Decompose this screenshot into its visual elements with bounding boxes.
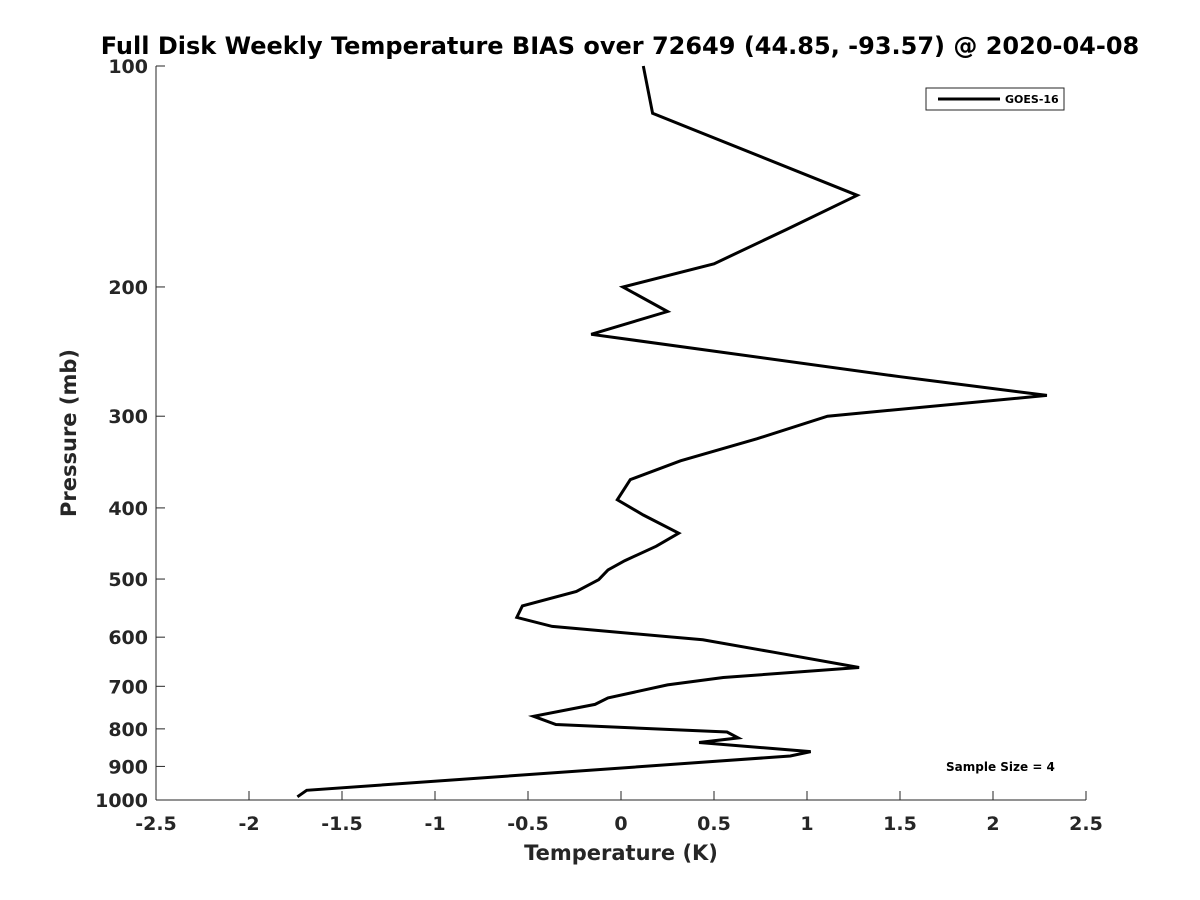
goes-16-series-line	[296, 65, 1048, 799]
legend: GOES-16	[925, 87, 1065, 111]
x-tick-label: 2	[986, 813, 999, 835]
legend-label-goes-16: GOES-16	[1005, 93, 1059, 106]
sample-size-annotation: Sample Size = 4	[946, 760, 1055, 774]
y-tick-label: 500	[108, 569, 148, 591]
x-axis-ticks: -2.5 -2 -1.5 -1 -0.5 0 0.5 1 1.5 2 2.5	[135, 791, 1103, 835]
y-tick-label: 200	[108, 277, 148, 299]
y-tick-label: 700	[108, 676, 148, 698]
x-tick-label: -2.5	[135, 813, 177, 835]
y-tick-label: 800	[108, 719, 148, 741]
y-axis-ticks: 100 200 300 400 500 600 700 800 900 1000	[95, 56, 165, 812]
y-tick-label: 900	[108, 756, 148, 778]
y-tick-label: 1000	[95, 790, 148, 812]
x-tick-label: 1	[800, 813, 813, 835]
y-tick-label: 300	[108, 406, 148, 428]
x-tick-label: 0	[614, 813, 627, 835]
plot-area	[155, 66, 1086, 801]
y-axis-label: Pressure (mb)	[57, 349, 81, 517]
x-tick-label: -2	[238, 813, 259, 835]
x-tick-label: 1.5	[883, 813, 917, 835]
x-tick-label: 2.5	[1069, 813, 1103, 835]
chart-title: Full Disk Weekly Temperature BIAS over 7…	[101, 32, 1140, 60]
y-tick-label: 100	[108, 56, 148, 78]
x-tick-label: 0.5	[697, 813, 731, 835]
y-tick-label: 400	[108, 498, 148, 520]
x-tick-label: -1	[424, 813, 445, 835]
x-axis-label: Temperature (K)	[524, 841, 718, 865]
x-tick-label: -0.5	[507, 813, 549, 835]
y-tick-label: 600	[108, 627, 148, 649]
x-tick-label: -1.5	[321, 813, 363, 835]
